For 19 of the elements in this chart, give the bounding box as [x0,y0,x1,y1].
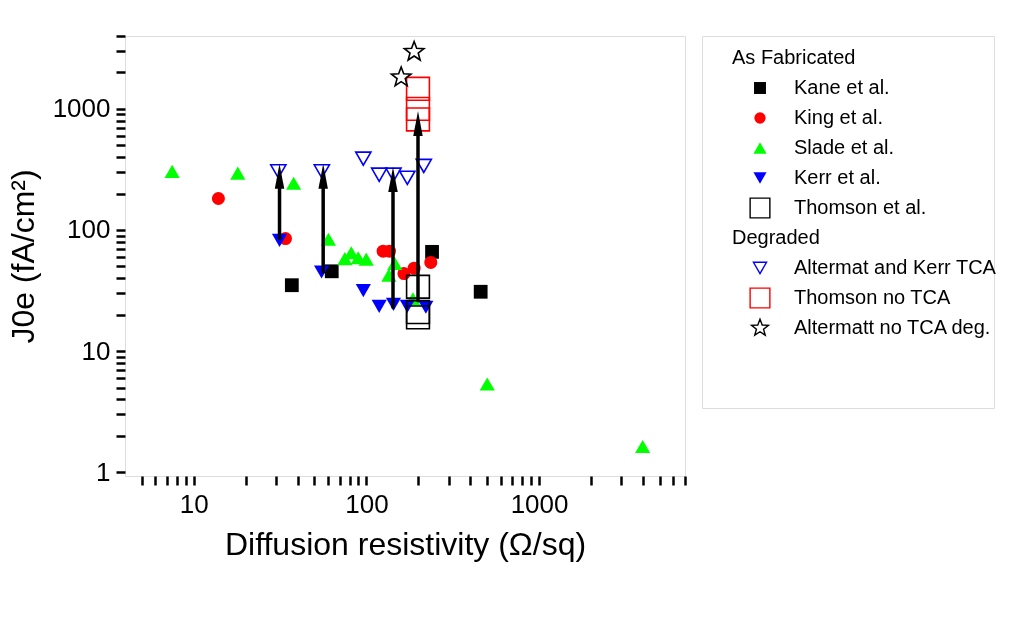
legend-title: As Fabricated [732,46,856,68]
x-axis-title: Diffusion resistivity (Ω/sq) [224,525,587,562]
x-tick-label: 100 [345,488,389,519]
legend-label: Thomson et al. [794,196,927,218]
x-tick-label: 1000 [510,488,569,519]
legend-label: Kane et al. [794,76,890,98]
legend-label: King et al. [794,106,883,128]
legend-label: Altermatt no TCA deg. [794,316,991,338]
text: Degraded [732,226,820,248]
legend-label: Slade et al. [794,136,895,158]
y-axis-title: J0e (fA/cm²) [4,169,41,344]
x-tick-label: 10 [179,488,209,519]
y-tick-label: 100 [67,214,111,245]
y-tick-label: 1000 [52,93,111,124]
legend-label: Thomson no TCA [794,286,952,308]
y-tick-label: 1 [96,456,111,487]
y-tick-label: 10 [81,335,111,366]
legend-label: Altermat and Kerr TCA [794,256,997,278]
legend-label: Kerr et al. [794,166,881,188]
